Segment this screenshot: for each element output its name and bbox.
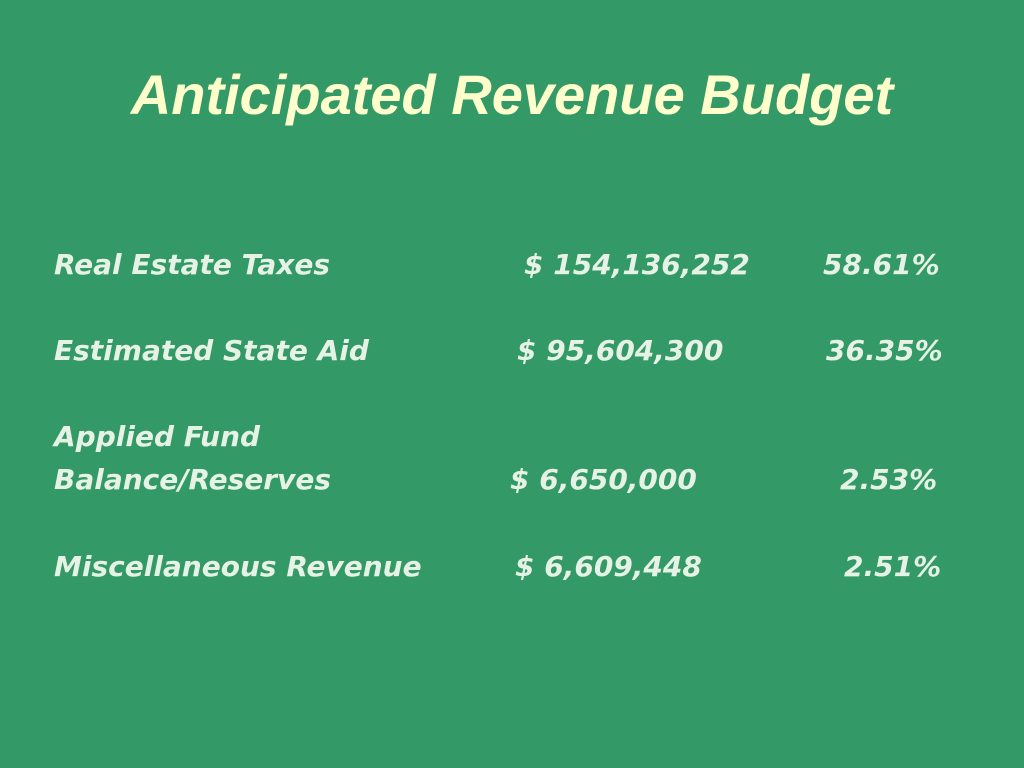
revenue-row-real-estate-taxes: Real Estate Taxes $ 154,136,252 58.61% — [0, 243, 1024, 286]
revenue-percent: 36.35% — [826, 334, 943, 367]
revenue-amount: $ 6,609,448 — [515, 550, 702, 583]
slide-title: Anticipated Revenue Budget — [130, 63, 894, 126]
revenue-label: Estimated State Aid — [54, 334, 369, 367]
revenue-percent: 2.51% — [844, 550, 942, 583]
revenue-label: Real Estate Taxes — [54, 248, 330, 281]
revenue-amount: $ 95,604,300 — [517, 334, 724, 367]
revenue-label-line1: Applied Fund — [54, 420, 261, 453]
revenue-row-applied-fund-balance: Applied Fund Balance/Reserves $ 6,650,00… — [0, 415, 1024, 501]
revenue-amount: $ 154,136,252 — [524, 248, 750, 281]
revenue-percent: 2.53% — [840, 463, 938, 496]
revenue-label-line2: Balance/Reserves — [54, 463, 332, 496]
revenue-amount: $ 6,650,000 — [510, 463, 697, 496]
revenue-percent: 58.61% — [823, 248, 940, 281]
revenue-label: Miscellaneous Revenue — [54, 550, 422, 583]
revenue-row-estimated-state-aid: Estimated State Aid $ 95,604,300 36.35% — [0, 329, 1024, 372]
revenue-row-miscellaneous: Miscellaneous Revenue $ 6,609,448 2.51% — [0, 545, 1024, 588]
